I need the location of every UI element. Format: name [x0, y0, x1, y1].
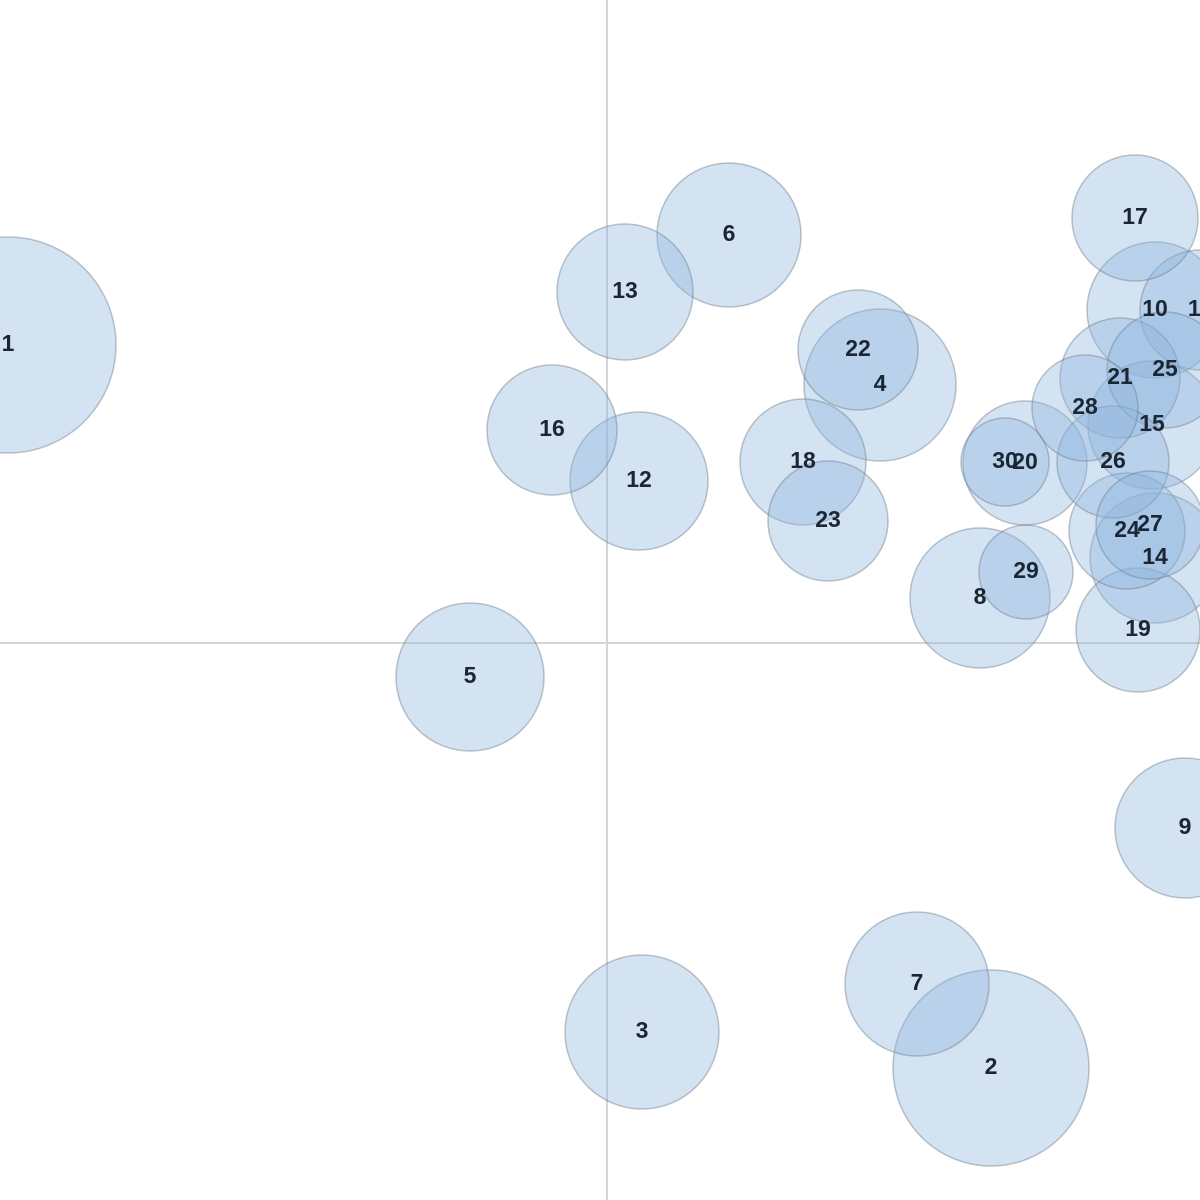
bubble-label: 1: [2, 330, 15, 356]
bubble-label: 24: [1114, 516, 1140, 542]
bubble-label: 6: [723, 220, 736, 246]
bubble-label: 30: [992, 447, 1018, 473]
bubble-label: 26: [1100, 447, 1126, 473]
bubble-label: 22: [845, 335, 871, 361]
bubble-label: 9: [1179, 813, 1192, 839]
bubble-label: 28: [1072, 393, 1098, 419]
bubble-label: 27: [1137, 510, 1163, 536]
bubble: [844, 911, 990, 1057]
bubble: [739, 398, 867, 526]
bubble-label: 10: [1142, 295, 1168, 321]
bubble-label: 12: [626, 466, 652, 492]
bubble-label: 2: [985, 1053, 998, 1079]
bubble-label: 11: [1188, 295, 1200, 321]
bubble-label: 5: [464, 662, 477, 688]
bubble-label: 16: [539, 415, 565, 441]
bubble: [1139, 249, 1200, 371]
bubble-label: 19: [1125, 615, 1151, 641]
bubble-label: 25: [1152, 355, 1178, 381]
bubble: [1086, 241, 1200, 379]
bubble: [978, 524, 1074, 620]
bubble-label: 20: [1012, 448, 1038, 474]
bubble: [1087, 360, 1200, 490]
bubble: [656, 162, 802, 308]
bubble: [909, 527, 1051, 669]
bubble-label: 3: [636, 1017, 649, 1043]
bubble: [1095, 470, 1200, 580]
bubble-label: 23: [815, 506, 841, 532]
bubble: [1075, 567, 1200, 693]
bubble: [1071, 154, 1199, 282]
bubble-label: 14: [1142, 543, 1168, 569]
bubble-label: 18: [790, 447, 816, 473]
bubble-label: 7: [911, 969, 924, 995]
bubble: [486, 364, 618, 496]
bubble: [1031, 354, 1139, 462]
bubble-label: 13: [612, 277, 638, 303]
bubble-label: 21: [1107, 363, 1133, 389]
bubble-label: 17: [1122, 203, 1148, 229]
bubble-label: 29: [1013, 557, 1039, 583]
bubble: [564, 954, 720, 1110]
bubble: [1068, 472, 1186, 590]
bubble: [960, 417, 1050, 507]
bubble: [803, 308, 957, 462]
bubble-label: 15: [1139, 410, 1165, 436]
bubble-label: 4: [874, 370, 887, 396]
bubble: [767, 460, 889, 582]
bubble: [962, 400, 1088, 526]
bubble: [1059, 317, 1181, 439]
bubble-label: 8: [974, 583, 987, 609]
bubble: [1114, 757, 1200, 899]
bubble: [1106, 311, 1200, 429]
bubble: [1089, 492, 1200, 624]
bubble: [556, 223, 694, 361]
bubble: [0, 236, 117, 454]
bubble: [569, 411, 709, 551]
bubble: [797, 289, 919, 411]
bubble: [1056, 405, 1170, 519]
bubble: [892, 969, 1090, 1167]
bubble: [395, 602, 545, 752]
